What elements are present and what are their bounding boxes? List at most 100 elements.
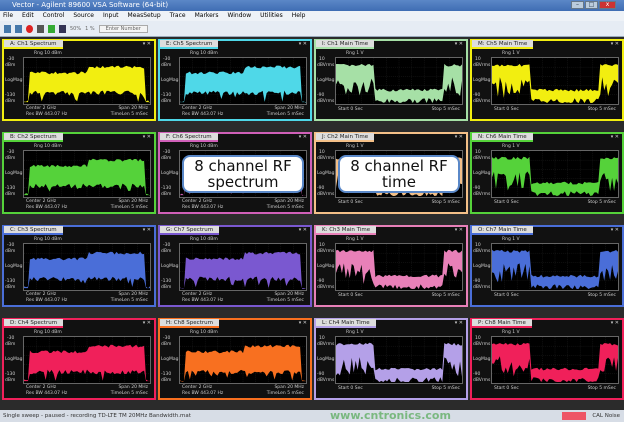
panel-close-icon[interactable]: ▾ ✕: [610, 227, 619, 233]
menu-source[interactable]: Source: [73, 12, 94, 19]
zoom-field-2[interactable]: 1 %: [85, 25, 95, 32]
trace-plot[interactable]: [23, 150, 151, 198]
trace-plot[interactable]: [179, 243, 307, 291]
trace-plot[interactable]: [491, 243, 619, 291]
panel-title[interactable]: D: Ch4 Spectrum: [4, 319, 64, 328]
pause-icon[interactable]: [15, 24, 22, 33]
callout-spectrum: 8 channel RF spectrum: [182, 155, 304, 193]
panel-title[interactable]: O: Ch7 Main Time: [472, 226, 533, 235]
panel-title[interactable]: F: Ch6 Spectrum: [160, 133, 218, 142]
trace-panel[interactable]: D: Ch4 Spectrum ▾ ✕ Rng 10 dBm -30 dBm Lo…: [2, 318, 156, 400]
panel-close-icon[interactable]: ▾ ✕: [454, 320, 463, 326]
panel-close-icon[interactable]: ▾ ✕: [454, 227, 463, 233]
menu-edit[interactable]: Edit: [22, 12, 34, 19]
range-label: Rng 1 V: [502, 237, 520, 242]
panel-title[interactable]: C: Ch3 Spectrum: [4, 226, 63, 235]
minimize-button[interactable]: –: [571, 1, 584, 9]
panel-title[interactable]: H: Ch8 Spectrum: [160, 319, 219, 328]
menu-control[interactable]: Control: [42, 12, 65, 19]
marker-icon[interactable]: [48, 24, 55, 33]
menu-utilities[interactable]: Utilities: [260, 12, 283, 19]
panel-title[interactable]: J: Ch2 Main Time: [316, 133, 375, 142]
panel-close-icon[interactable]: ▾ ✕: [298, 227, 307, 233]
panel-close-icon[interactable]: ▾ ✕: [610, 134, 619, 140]
panel-title[interactable]: B: Ch2 Spectrum: [4, 133, 63, 142]
menu-trace[interactable]: Trace: [169, 12, 186, 19]
panel-close-icon[interactable]: ▾ ✕: [610, 41, 619, 47]
rbw-label: Res BW 443.07 Hz: [182, 391, 224, 396]
trace-plot[interactable]: [23, 57, 151, 105]
span-label: Span 20 MHz: [274, 199, 304, 204]
trace-panel[interactable]: C: Ch3 Spectrum ▾ ✕ Rng 10 dBm -30 dBm Lo…: [2, 225, 156, 307]
menu-meassetup[interactable]: MeasSetup: [127, 12, 161, 19]
trace-panel[interactable]: H: Ch8 Spectrum ▾ ✕ Rng 10 dBm -30 dBm Lo…: [158, 318, 312, 400]
trace-panel[interactable]: N: Ch6 Main Time ▾ ✕ Rng 1 V 10 dBVrms Lo…: [470, 132, 624, 214]
trace-plot[interactable]: [179, 336, 307, 384]
trace-panel[interactable]: O: Ch7 Main Time ▾ ✕ Rng 1 V 10 dBVrms Lo…: [470, 225, 624, 307]
menu-help[interactable]: Help: [291, 12, 306, 19]
menu-input[interactable]: Input: [102, 12, 119, 19]
trace-plot[interactable]: [335, 243, 463, 291]
range-label: Rng 10 dBm: [34, 51, 62, 56]
trace-plot[interactable]: [491, 150, 619, 198]
panel-title[interactable]: G: Ch7 Spectrum: [160, 226, 220, 235]
panel-close-icon[interactable]: ▾ ✕: [610, 320, 619, 326]
panel-title[interactable]: E: Ch5 Spectrum: [160, 40, 219, 49]
menu-window[interactable]: Window: [227, 12, 252, 19]
trace-plot[interactable]: [23, 243, 151, 291]
panel-title[interactable]: L: Ch4 Main Time: [316, 319, 376, 328]
top-unit: dBm: [5, 249, 16, 254]
center-label: Center 2 GHz: [26, 385, 57, 390]
rbw-label: Res BW 443.07 Hz: [26, 112, 68, 117]
trace-panel[interactable]: L: Ch4 Main Time ▾ ✕ Rng 1 V 10 dBVrms Lo…: [314, 318, 468, 400]
trace-panel[interactable]: P: Ch8 Main Time ▾ ✕ Rng 1 V 10 dBVrms Lo…: [470, 318, 624, 400]
panel-close-icon[interactable]: ▾ ✕: [142, 41, 151, 47]
panel-close-icon[interactable]: ▾ ✕: [142, 320, 151, 326]
panel-close-icon[interactable]: ▾ ✕: [142, 227, 151, 233]
bottom-unit: dBVrms: [317, 285, 335, 290]
start-label: Start 0 Sec: [338, 293, 363, 298]
trace-panel[interactable]: B: Ch2 Spectrum ▾ ✕ Rng 10 dBm -30 dBm Lo…: [2, 132, 156, 214]
record-icon[interactable]: [26, 24, 33, 33]
panel-title[interactable]: A: Ch1 Spectrum: [4, 40, 63, 49]
trace-panel[interactable]: A: Ch1 Spectrum ▾ ✕ Rng 10 dBm -30 dBm Lo…: [2, 39, 156, 121]
range-label: Rng 10 dBm: [34, 330, 62, 335]
top-unit: dBVrms: [473, 156, 491, 161]
trace-panel[interactable]: E: Ch5 Spectrum ▾ ✕ Rng 10 dBm -30 dBm Lo…: [158, 39, 312, 121]
panel-close-icon[interactable]: ▾ ✕: [454, 41, 463, 47]
play-icon[interactable]: [4, 24, 11, 33]
trace-plot[interactable]: [335, 336, 463, 384]
trace-panel[interactable]: I: Ch1 Main Time ▾ ✕ Rng 1 V 10 dBVrms Lo…: [314, 39, 468, 121]
trace-waveform: [336, 63, 462, 104]
trace-panel[interactable]: G: Ch7 Spectrum ▾ ✕ Rng 10 dBm -30 dBm Lo…: [158, 225, 312, 307]
panel-close-icon[interactable]: ▾ ✕: [298, 134, 307, 140]
panel-title[interactable]: M: Ch5 Main Time: [472, 40, 534, 49]
close-button[interactable]: x: [599, 1, 616, 9]
trace-panel[interactable]: K: Ch3 Main Time ▾ ✕ Rng 1 V 10 dBVrms Lo…: [314, 225, 468, 307]
panel-title[interactable]: N: Ch6 Main Time: [472, 133, 533, 142]
rbw-label: Res BW 443.07 Hz: [182, 298, 224, 303]
panel-close-icon[interactable]: ▾ ✕: [142, 134, 151, 140]
panel-close-icon[interactable]: ▾ ✕: [298, 41, 307, 47]
trace-waveform: [24, 344, 150, 382]
menu-file[interactable]: File: [3, 12, 14, 19]
number-input[interactable]: Enter Number: [98, 24, 148, 33]
trace-plot[interactable]: [491, 336, 619, 384]
panel-close-icon[interactable]: ▾ ✕: [454, 134, 463, 140]
menu-bar: File Edit Control Source Input MeasSetup Trace…: [0, 11, 624, 21]
maximize-button[interactable]: □: [585, 1, 598, 9]
trace-plot[interactable]: [335, 57, 463, 105]
trace-icon[interactable]: [59, 24, 66, 33]
trace-plot[interactable]: [179, 57, 307, 105]
zoom-field[interactable]: 50%: [70, 25, 82, 32]
trace-panel[interactable]: M: Ch5 Main Time ▾ ✕ Rng 1 V 10 dBVrms Lo…: [470, 39, 624, 121]
panel-close-icon[interactable]: ▾ ✕: [298, 320, 307, 326]
layout-icon[interactable]: [37, 24, 44, 33]
trace-plot[interactable]: [491, 57, 619, 105]
center-label: Center 2 GHz: [182, 292, 213, 297]
panel-title[interactable]: P: Ch8 Main Time: [472, 319, 532, 328]
trace-plot[interactable]: [23, 336, 151, 384]
panel-title[interactable]: K: Ch3 Main Time: [316, 226, 377, 235]
panel-title[interactable]: I: Ch1 Main Time: [316, 40, 375, 49]
menu-markers[interactable]: Markers: [194, 12, 219, 19]
